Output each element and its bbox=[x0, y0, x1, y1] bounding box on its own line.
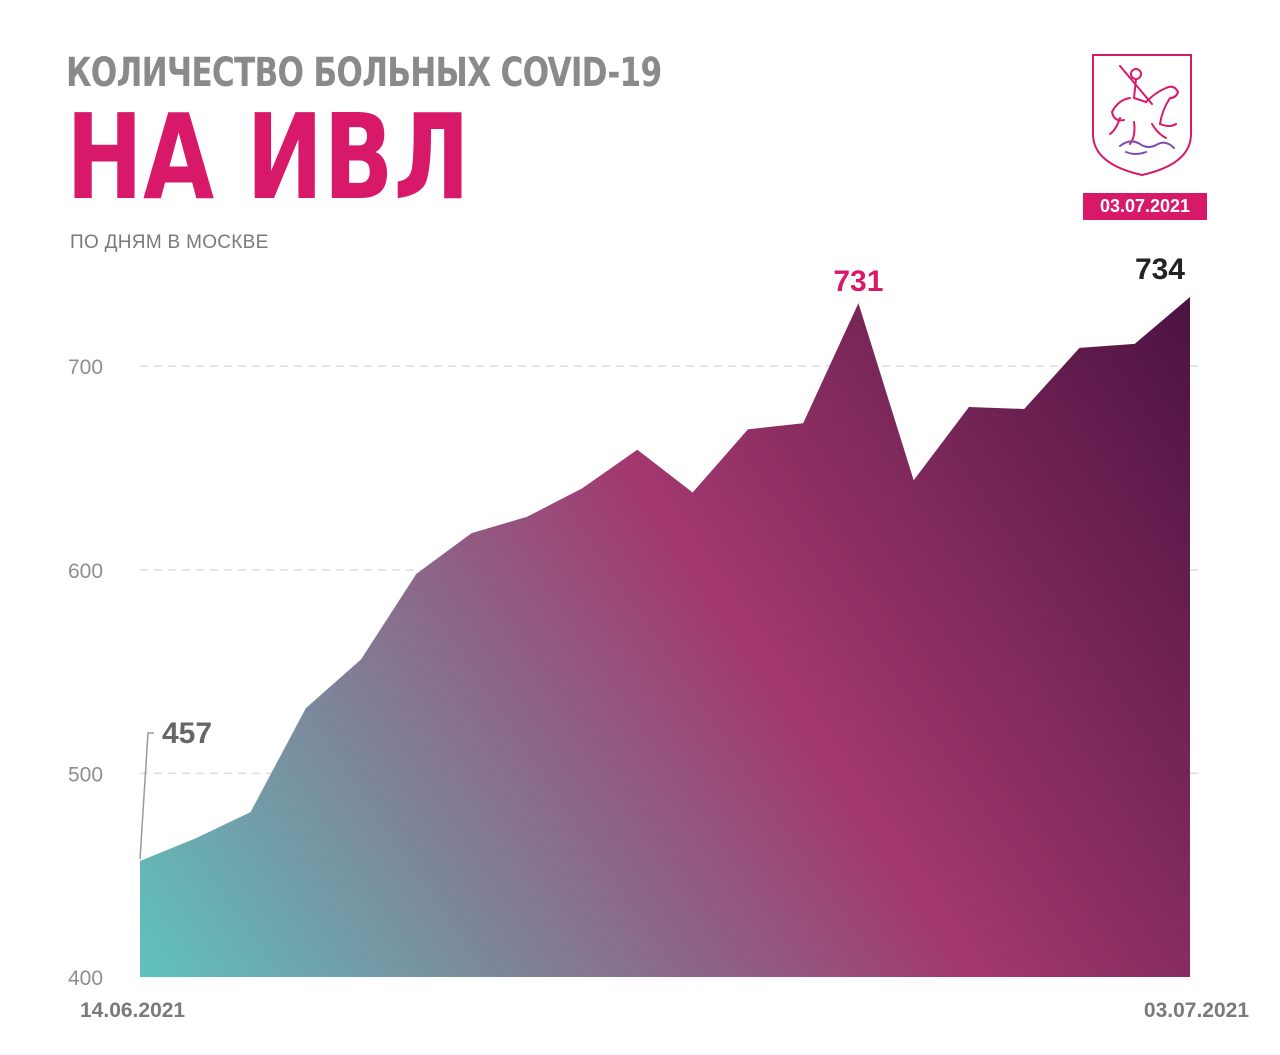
chart-title-main: НА ИВЛ bbox=[66, 88, 470, 226]
series-area-path bbox=[140, 297, 1190, 977]
y-tick-label: 500 bbox=[68, 763, 103, 786]
x-label-last: 03.07.2021 bbox=[1144, 999, 1249, 1022]
annotations: 457 731 734 bbox=[139, 253, 1185, 859]
x-axis-labels: 14.06.2021 03.07.2021 bbox=[80, 999, 1249, 1022]
moscow-coat-of-arms-icon bbox=[1092, 54, 1192, 177]
chart-subtitle: ПО ДНЯМ В МОСКВЕ bbox=[70, 232, 269, 253]
y-tick-label: 600 bbox=[68, 560, 103, 583]
annotation-leader-line bbox=[139, 732, 154, 859]
annotation-last-value: 734 bbox=[1135, 253, 1185, 286]
y-tick-label: 400 bbox=[68, 967, 103, 990]
chart-title-top: КОЛИЧЕСТВО БОЛЬНЫХ COVID-19 bbox=[66, 50, 662, 96]
x-label-first: 14.06.2021 bbox=[80, 999, 185, 1022]
y-axis-ticks: 400 500 600 700 bbox=[68, 356, 103, 990]
series-area bbox=[140, 297, 1190, 977]
annotation-start-value: 457 bbox=[162, 717, 212, 750]
date-badge: 03.07.2021 bbox=[1083, 193, 1207, 220]
annotation-peak-value: 731 bbox=[833, 265, 883, 298]
y-tick-label: 700 bbox=[68, 356, 103, 379]
